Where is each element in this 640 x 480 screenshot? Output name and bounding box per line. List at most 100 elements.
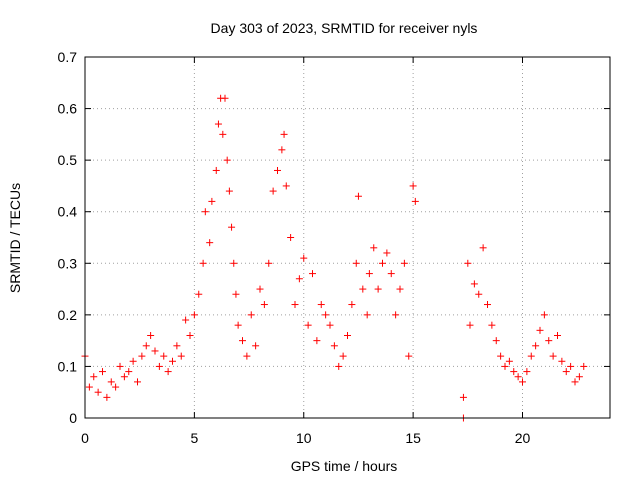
data-point [295, 275, 303, 283]
data-point [505, 357, 513, 365]
data-point [164, 368, 172, 376]
data-point [479, 244, 487, 252]
data-point [519, 378, 526, 386]
x-axis-label: GPS time / hours [291, 458, 398, 474]
data-point [256, 285, 264, 293]
data-point [94, 388, 102, 396]
data-point [532, 342, 540, 350]
data-point [291, 301, 299, 309]
y-tick-label: 0.1 [58, 358, 78, 374]
data-point [269, 187, 277, 195]
x-tick-label: 0 [81, 430, 89, 446]
data-point [99, 368, 106, 376]
data-point [554, 331, 561, 339]
data-point [90, 373, 98, 381]
data-point [304, 321, 312, 329]
data-point [484, 301, 491, 309]
data-point [278, 146, 286, 154]
data-point [239, 337, 246, 345]
data-point [225, 187, 233, 195]
data-point [510, 368, 518, 376]
data-point [201, 208, 209, 216]
data-point [120, 373, 128, 381]
data-point [411, 197, 419, 205]
data-point [134, 378, 141, 386]
data-point [354, 192, 362, 200]
data-point [317, 301, 325, 309]
data-point [280, 130, 288, 138]
data-point [374, 285, 382, 293]
data-point [151, 347, 159, 355]
data-point [300, 254, 308, 262]
data-point [400, 259, 408, 267]
data-point [387, 270, 395, 278]
data-point [523, 368, 531, 376]
x-tick-label: 5 [190, 430, 198, 446]
data-point [348, 301, 356, 309]
data-point [580, 362, 588, 370]
data-point [313, 337, 321, 345]
data-point [459, 393, 467, 401]
data-point [514, 373, 522, 381]
data-point [363, 311, 371, 319]
data-point [545, 337, 553, 345]
ticks: 0 0.1 0.2 0.3 0.4 0.5 0.6 0.7 0 5 10 15 20 [58, 49, 610, 446]
data-point [549, 352, 557, 360]
data-point [219, 130, 227, 138]
data-point [155, 362, 163, 370]
data-point [405, 352, 413, 360]
data-point [527, 352, 535, 360]
data-point [536, 326, 544, 334]
data-point [352, 259, 360, 267]
data-point [265, 259, 273, 267]
data-point [116, 362, 124, 370]
data-point [85, 383, 93, 391]
data-point [274, 166, 281, 174]
y-tick-label: 0.2 [58, 307, 78, 323]
data-point [190, 311, 198, 319]
data-point [223, 156, 231, 164]
y-tick-label: 0.6 [58, 101, 78, 117]
data-point [330, 342, 338, 350]
data-point [103, 393, 111, 401]
y-axis-label: SRMTID / TECUs [7, 183, 23, 293]
data-point [396, 285, 404, 293]
data-points [81, 94, 588, 422]
data-point [234, 321, 242, 329]
data-point [252, 342, 260, 350]
data-point [221, 94, 229, 102]
data-point [339, 352, 347, 360]
x-tick-label: 20 [515, 430, 531, 446]
data-point [466, 321, 474, 329]
data-point [125, 368, 133, 376]
data-point [282, 182, 290, 190]
data-point [260, 301, 268, 309]
data-point [475, 290, 483, 298]
data-point [501, 362, 509, 370]
data-point [379, 259, 386, 267]
y-tick-label: 0 [69, 410, 77, 426]
data-point [138, 352, 146, 360]
data-point [562, 368, 570, 376]
data-point [365, 270, 373, 278]
y-tick-label: 0.3 [58, 255, 78, 271]
data-point [160, 352, 168, 360]
data-point [230, 259, 238, 267]
data-point [147, 331, 155, 339]
data-point [567, 362, 575, 370]
y-tick-label: 0.4 [58, 204, 78, 220]
data-point [186, 331, 194, 339]
data-point [488, 321, 496, 329]
data-point [206, 239, 214, 247]
data-point [464, 259, 472, 267]
data-point [232, 290, 240, 298]
data-point [214, 120, 222, 128]
data-point [129, 357, 137, 365]
data-point [344, 331, 351, 339]
data-point [326, 321, 334, 329]
data-point [392, 311, 400, 319]
data-point [228, 223, 236, 231]
data-point [540, 311, 548, 319]
data-point [492, 337, 500, 345]
